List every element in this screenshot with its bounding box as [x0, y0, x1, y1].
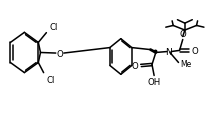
- Text: O: O: [179, 30, 186, 38]
- Text: Cl: Cl: [49, 22, 57, 31]
- Text: Cl: Cl: [46, 75, 54, 84]
- Text: OH: OH: [148, 78, 161, 86]
- Text: O: O: [192, 47, 199, 55]
- Text: O: O: [131, 61, 138, 70]
- Text: N: N: [166, 48, 172, 57]
- Text: O: O: [57, 49, 63, 58]
- Text: Me: Me: [181, 59, 192, 68]
